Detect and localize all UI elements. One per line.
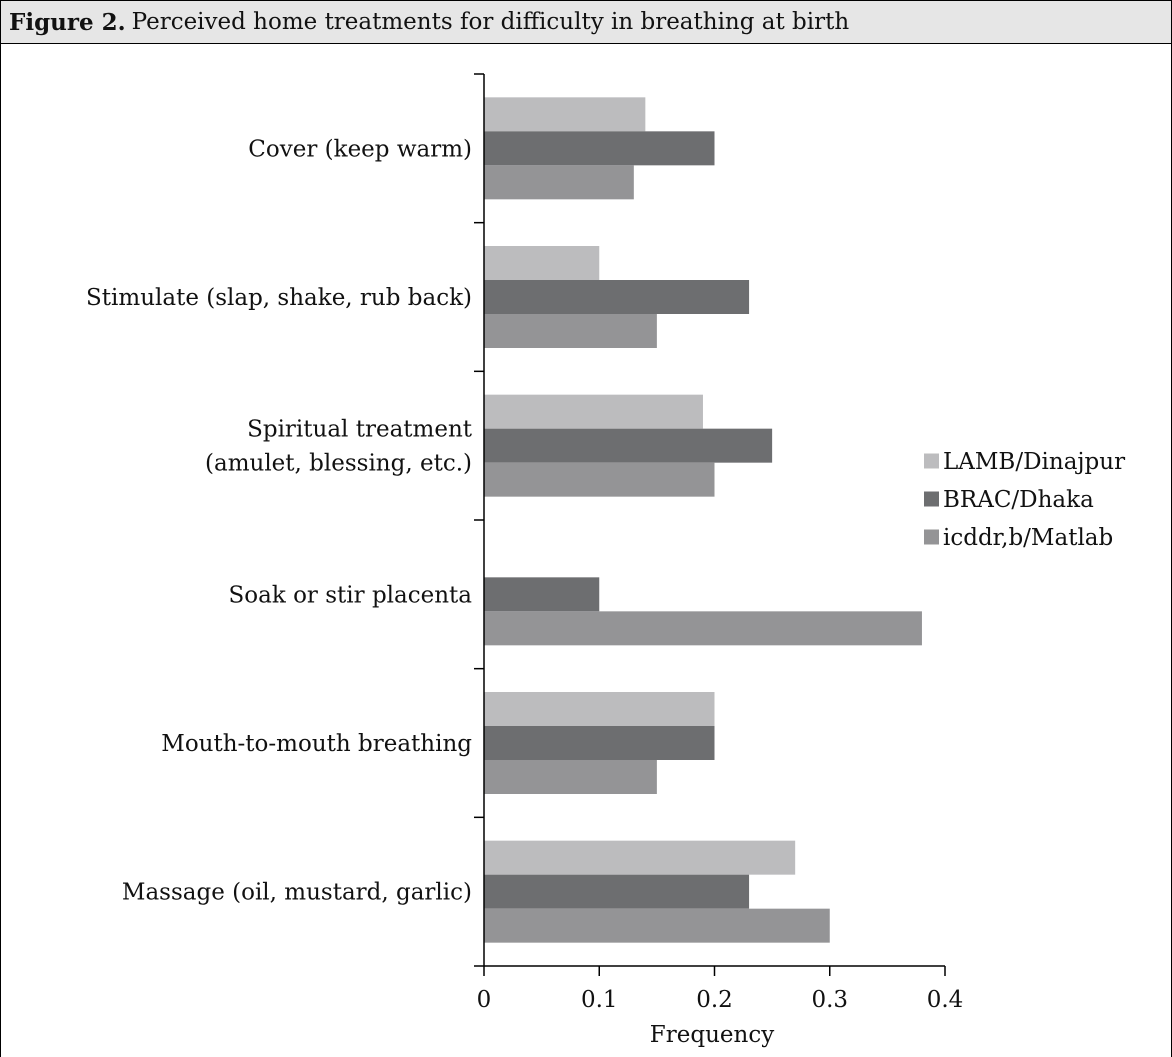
x-axis-title: Frequency [650,1022,774,1048]
bar-brac-dhaka-5 [484,874,750,909]
bar-lamb-dinajpur-2 [484,394,703,429]
bar-lamb-dinajpur-0 [484,97,646,132]
category-label: Stimulate (slap, shake, rub back) [86,285,472,311]
x-tick-label: 0.1 [581,987,618,1013]
category-labels-group: Cover (keep warm) Stimulate (slap, shake,… [86,136,473,905]
legend-swatch [924,529,939,545]
bars-group [484,97,922,943]
axes-group: 0 0.1 0.2 0.3 0.4 [474,73,964,1013]
bar-brac-dhaka-4 [484,726,715,760]
x-tick-label: 0.2 [696,987,733,1013]
figure-caption: Perceived home treatments for difficulty… [131,9,850,35]
figure-caption-bar: Figure 2. Perceived home treatments for … [0,0,1172,44]
bar-lamb-dinajpur-4 [484,692,715,726]
x-tick-label: 0.3 [811,987,848,1013]
legend-label: LAMB/Dinajpur [943,449,1125,475]
bar-icddr-b-matlab-2 [484,462,715,497]
category-label: Mouth-to-mouth breathing [161,731,472,757]
category-label: Cover (keep warm) [248,136,472,162]
category-label: Soak or stir placenta [229,582,473,608]
x-tick-label: 0 [477,987,492,1013]
x-tick-label: 0.4 [927,987,964,1013]
legend-swatch [924,453,939,469]
bar-brac-dhaka-3 [484,577,600,612]
category-label: Massage (oil, mustard, garlic) [122,880,472,906]
category-label: (amulet, blessing, etc.) [205,451,472,477]
category-label: Spiritual treatment [247,417,473,443]
bar-icddr-b-matlab-0 [484,165,634,200]
bar-icddr-b-matlab-1 [484,314,657,348]
bar-icddr-b-matlab-5 [484,908,830,943]
bar-icddr-b-matlab-4 [484,760,657,794]
bar-lamb-dinajpur-5 [484,840,796,875]
bar-lamb-dinajpur-1 [484,246,600,280]
figure-number: Figure 2. [9,8,126,36]
bar-brac-dhaka-1 [484,280,750,314]
bar-brac-dhaka-2 [484,428,773,463]
bar-brac-dhaka-0 [484,131,715,166]
legend-label: BRAC/Dhaka [943,487,1094,513]
legend-label: icddr,b/Matlab [943,525,1113,551]
legend-swatch [924,491,939,507]
legend: LAMB/Dinajpur BRAC/Dhaka icddr,b/Matlab [924,449,1125,551]
bar-icddr-b-matlab-3 [484,611,922,646]
